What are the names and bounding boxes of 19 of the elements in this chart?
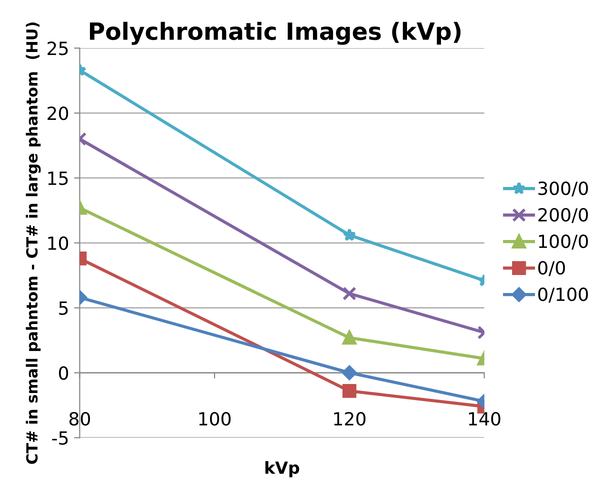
chart-title: Polychromatic Images (kVp) [90, 22, 461, 45]
legend-label: 300/0 [538, 181, 588, 197]
legend-label: 100/0 [539, 234, 588, 250]
y-tick-label: 20 [48, 106, 68, 120]
y-tick-label: 15 [48, 172, 68, 186]
y-tick-label: -5 [52, 431, 68, 445]
legend-label: 0/100 [538, 287, 588, 303]
legend-label: 0/0 [538, 260, 565, 276]
x-tick-label: 80 [69, 412, 90, 426]
y-axis-title: CT# in small pahntom - CT# in large phantom (HU) [26, 22, 41, 464]
y-tick-label: 5 [59, 302, 68, 315]
y-tick-label: 25 [48, 42, 68, 56]
x-tick-label: 140 [469, 412, 500, 426]
x-tick-label: 120 [334, 412, 366, 426]
y-tick-label: 0 [58, 366, 68, 380]
legend-label: 200/0 [538, 208, 588, 224]
x-tick-label: 100 [199, 412, 231, 426]
y-tick-label: 10 [48, 236, 68, 250]
x-axis-title: kVp [265, 461, 300, 478]
